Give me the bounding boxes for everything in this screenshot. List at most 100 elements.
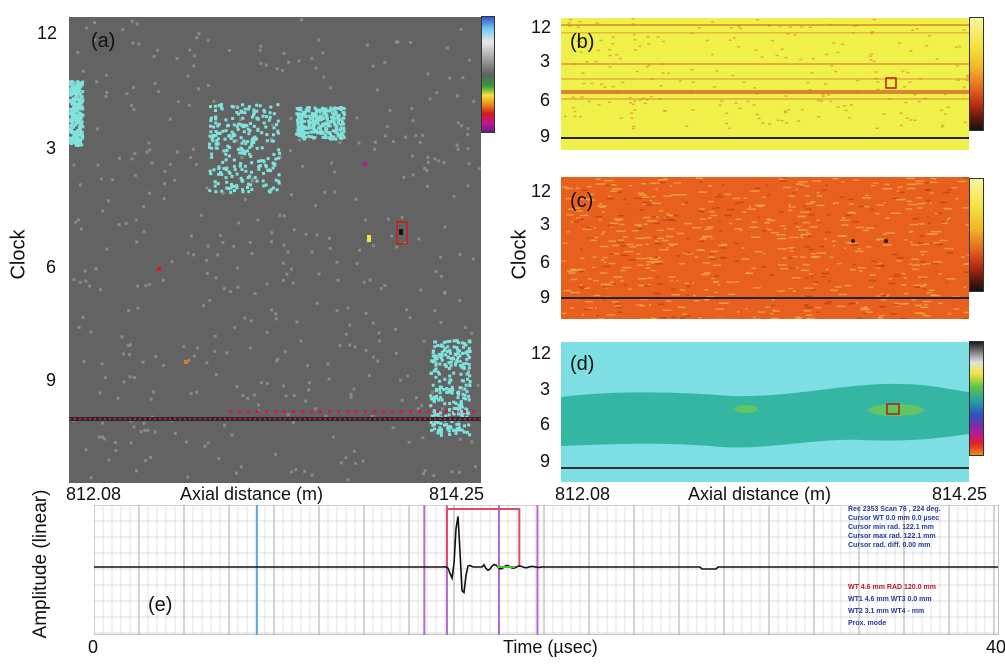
a-cluster-pixel xyxy=(464,407,468,411)
a-cluster-pixel xyxy=(448,424,452,428)
a-cluster-pixel xyxy=(255,109,259,113)
c-dark-speck xyxy=(919,235,925,237)
a-seam-dot xyxy=(114,418,116,420)
b-speck xyxy=(829,100,833,103)
a-noise-pixel xyxy=(456,94,459,98)
c-ytick-9: 9 xyxy=(540,287,551,307)
a-cluster-pixel xyxy=(468,384,472,387)
c-highlight xyxy=(783,228,787,230)
b-speck xyxy=(767,24,771,27)
c-highlight xyxy=(860,307,868,309)
b-speck xyxy=(643,102,647,105)
a-noise-pixel xyxy=(77,95,81,99)
a-cluster-pixel xyxy=(70,98,74,102)
c-highlight xyxy=(678,263,686,265)
c-highlight xyxy=(803,310,812,312)
a-noise-pixel xyxy=(223,423,227,427)
c-highlight xyxy=(957,180,967,183)
a-noise-pixel xyxy=(139,430,143,434)
c-highlight xyxy=(693,294,696,297)
b-speck xyxy=(784,111,788,114)
b-speck xyxy=(872,60,876,63)
a-cluster-pixel xyxy=(437,372,441,376)
a-noise-pixel xyxy=(276,357,280,361)
a-cluster-pixel xyxy=(438,379,441,383)
b-speck xyxy=(940,126,944,128)
e-info-line: Cursor rad. diff. 0.00 mm xyxy=(848,542,931,549)
a-noise-pixel xyxy=(259,61,263,65)
b-speck xyxy=(658,98,662,100)
a-noise-pixel xyxy=(440,407,444,411)
b-speck xyxy=(793,34,797,36)
a-cluster-pixel xyxy=(446,345,450,349)
a-cluster-pixel xyxy=(233,168,237,172)
a-cluster-pixel xyxy=(334,130,338,134)
c-highlight xyxy=(595,294,601,297)
a-noise-pixel xyxy=(94,267,98,271)
a-cluster-pixel xyxy=(255,146,259,150)
a-cluster-pixel xyxy=(217,104,221,108)
a-noise-pixel xyxy=(439,413,442,417)
a-noise-pixel xyxy=(79,227,83,231)
b-speck xyxy=(903,86,906,88)
a-cluster-pixel xyxy=(221,129,225,133)
c-dark-speck xyxy=(939,201,947,204)
a-cluster-pixel xyxy=(458,359,462,363)
a-cluster-pixel xyxy=(336,115,340,119)
c-highlight xyxy=(924,303,929,306)
a-cluster-pixel xyxy=(239,146,243,150)
a-noise-pixel xyxy=(97,435,101,439)
a-cluster-pixel xyxy=(71,125,75,129)
a-seam-dot xyxy=(424,418,426,420)
c-highlight xyxy=(645,243,649,246)
e-info-line: Rec 2353 Scan 76 , 224 deg. xyxy=(848,506,941,513)
b-speck xyxy=(913,119,917,121)
a-cluster-pixel xyxy=(339,106,343,109)
a-xtick-left: 812.08 xyxy=(66,484,122,504)
a-noise-pixel xyxy=(395,245,399,249)
c-highlight xyxy=(939,239,948,242)
a-seam-dot-upper xyxy=(346,410,349,413)
a-cluster-pixel xyxy=(306,106,310,110)
c-highlight xyxy=(670,194,679,196)
c-dark-speck xyxy=(715,207,721,209)
c-highlight xyxy=(811,256,819,258)
c-highlight xyxy=(868,286,873,289)
a-noise-pixel xyxy=(122,352,126,356)
c-dark-speck xyxy=(870,208,874,211)
a-cluster-pixel xyxy=(224,129,228,133)
c-dark-speck xyxy=(577,218,584,221)
a-seam-dot xyxy=(84,418,86,420)
a-seam-dot-upper xyxy=(445,410,448,413)
a-noise-pixel xyxy=(162,363,166,367)
c-highlight xyxy=(816,219,821,222)
b-colorbar xyxy=(969,17,984,131)
a-noise-pixel xyxy=(144,459,148,462)
a-cluster-pixel xyxy=(465,390,469,393)
a-cluster-pixel xyxy=(463,387,467,391)
a-seam-dot-upper xyxy=(382,410,385,413)
a-noise-pixel xyxy=(188,48,192,52)
c-dark-speck xyxy=(726,208,735,211)
e-ylabel: Amplitude (linear) xyxy=(30,489,52,639)
a-noise-pixel xyxy=(150,161,154,165)
c-highlight xyxy=(623,250,634,253)
c-highlight xyxy=(764,222,770,224)
c-highlight xyxy=(657,256,661,259)
c-highlight xyxy=(657,237,664,240)
a-noise-pixel xyxy=(306,364,310,368)
a-cluster-pixel xyxy=(456,341,460,345)
a-xlabel: Axial distance (m) xyxy=(180,484,324,504)
a-cluster-pixel xyxy=(264,115,268,118)
a-cluster-pixel xyxy=(321,108,325,112)
c-highlight xyxy=(916,197,923,199)
a-noise-pixel xyxy=(355,116,359,120)
c-highlight xyxy=(745,272,753,275)
b-speck xyxy=(590,82,594,85)
a-noise-pixel xyxy=(445,46,449,50)
b-speck xyxy=(576,40,580,42)
a-noise-pixel xyxy=(130,157,134,161)
a-cluster-pixel xyxy=(235,111,239,114)
b-speck xyxy=(776,119,780,122)
e-background xyxy=(94,505,999,635)
